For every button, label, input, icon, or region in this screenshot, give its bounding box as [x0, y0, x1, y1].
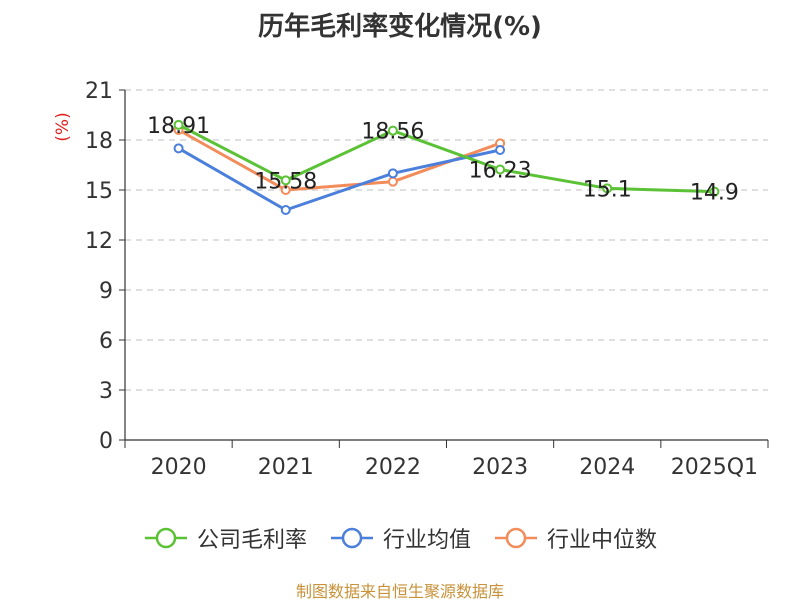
- data-label: 16.23: [469, 159, 532, 184]
- y-axis-label: (%): [53, 112, 73, 141]
- x-tick-label: 2020: [151, 455, 207, 480]
- data-point: [495, 164, 506, 175]
- y-tick-label: 12: [85, 229, 113, 254]
- legend-label: 公司毛利率: [196, 528, 307, 553]
- legend-label: 行业中位数: [547, 528, 658, 553]
- y-tick-label: 6: [99, 329, 113, 354]
- series-line: [177, 147, 501, 212]
- series-lines: [173, 119, 720, 215]
- legend-swatch: [330, 527, 373, 549]
- data-labels: 18.91 15.58 18.56 16.23 15.1 14.9: [147, 114, 739, 206]
- legend-swatch: [144, 527, 187, 549]
- data-point: [709, 186, 720, 197]
- legend-item[interactable]: 行业中位数: [493, 522, 657, 554]
- data-point: [602, 183, 613, 194]
- axes: 0 3 6 9 12 15 18 21 (%) 2020 2021 2022 2023 2024 2025Q…: [53, 79, 769, 480]
- data-label: 15.1: [583, 177, 632, 202]
- y-tick-label: 15: [85, 179, 113, 204]
- x-tick-label: 2022: [365, 455, 421, 480]
- data-label: 18.91: [147, 114, 210, 139]
- data-point: [280, 185, 291, 195]
- y-tick-label: 21: [85, 79, 113, 104]
- x-tick-label: 2021: [258, 455, 314, 480]
- y-tick-label: 9: [99, 279, 113, 304]
- data-point: [387, 168, 398, 179]
- data-label: 15.58: [254, 169, 317, 194]
- series-line: [177, 123, 715, 194]
- y-tick-label: 0: [99, 429, 113, 454]
- legend-swatch: [495, 527, 537, 549]
- data-point: [280, 205, 291, 215]
- legend-swatch-marker: [505, 527, 527, 549]
- data-label: 14.9: [690, 181, 739, 206]
- legend: 公司毛利率 行业均值 行业中位数: [0, 518, 800, 558]
- data-point: [280, 175, 291, 186]
- legend-item[interactable]: 公司毛利率: [143, 522, 307, 554]
- data-point: [495, 145, 506, 155]
- chart-title: 历年毛利率变化情况(%): [258, 12, 542, 42]
- grid-lines: [125, 89, 768, 391]
- x-tick-label: 2025Q1: [671, 455, 758, 480]
- legend-item[interactable]: 行业均值: [329, 522, 471, 554]
- y-tick-label: 3: [99, 379, 113, 404]
- data-point: [387, 176, 398, 187]
- x-tick-label: 2024: [579, 455, 635, 480]
- data-point: [387, 125, 398, 136]
- source-note: 制图数据来自恒生聚源数据库: [295, 582, 504, 601]
- legend-swatch-marker: [341, 527, 363, 549]
- data-point: [173, 143, 184, 154]
- legend-label: 行业均值: [382, 528, 471, 553]
- data-point: [173, 119, 184, 130]
- legend-swatch-marker: [155, 527, 177, 549]
- data-label: 18.56: [361, 120, 424, 145]
- y-tick-label: 18: [85, 129, 113, 154]
- x-tick-label: 2023: [472, 455, 528, 480]
